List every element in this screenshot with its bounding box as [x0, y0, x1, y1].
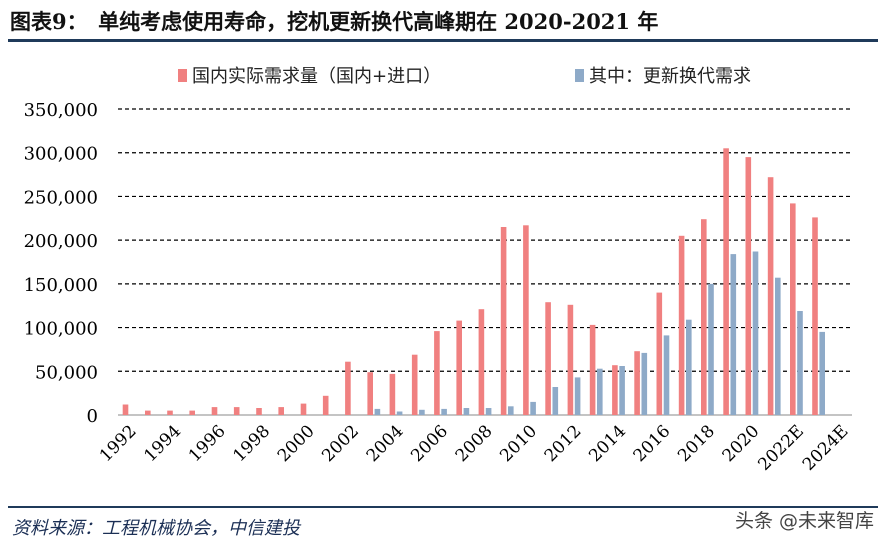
bar-replacement-demand	[819, 331, 825, 415]
grid-lines	[118, 108, 852, 416]
bar-domestic-demand	[523, 225, 529, 415]
y-tick-label: 0	[87, 406, 98, 427]
bar-domestic-demand	[434, 331, 440, 415]
x-tick-label: 1998	[229, 421, 274, 466]
x-tick-label: 2000	[274, 421, 319, 466]
legend-swatch	[178, 69, 187, 82]
bar-replacement-demand	[752, 251, 759, 415]
bar-replacement-demand	[730, 254, 737, 415]
bar-domestic-demand	[233, 407, 240, 415]
bar-domestic-demand	[545, 302, 551, 415]
bar-domestic-demand	[145, 410, 151, 415]
legend-label: 其中：更新换代需求	[589, 66, 751, 87]
bar-domestic-demand	[167, 410, 173, 415]
bar-replacement-demand	[463, 408, 470, 415]
legend: 国内实际需求量（国内+进口） 其中：更新换代需求	[178, 66, 751, 87]
x-tick-label: 2010	[496, 421, 541, 466]
x-tick-label: 2012	[541, 421, 586, 466]
bar-domestic-demand	[322, 395, 329, 415]
bar-replacement-demand	[508, 406, 514, 415]
x-tick-label: 2006	[407, 421, 452, 466]
bar-domestic-demand	[389, 373, 396, 415]
bar-replacement-demand	[797, 311, 803, 415]
bar-domestic-demand	[567, 304, 574, 415]
bar-domestic-demand	[367, 372, 373, 415]
bar-replacement-demand	[641, 352, 648, 415]
bar-domestic-demand	[790, 203, 796, 415]
bar-domestic-demand	[656, 292, 663, 415]
bar-domestic-demand	[589, 324, 596, 415]
x-tick-label: 2014	[585, 421, 630, 466]
bars	[122, 148, 825, 416]
bar-replacement-demand	[574, 377, 581, 415]
bar-domestic-demand	[634, 351, 640, 415]
bar-chart: 0 50,000 100,000 150,000 200,000 250,000 300,0…	[24, 66, 853, 475]
bar-domestic-demand	[701, 219, 707, 415]
bar-domestic-demand	[812, 217, 818, 415]
bar-replacement-demand	[485, 408, 492, 415]
y-axis-labels: 0 50,000 100,000 150,000 200,000 250,000 300,0…	[24, 100, 98, 427]
bar-domestic-demand	[411, 354, 418, 415]
bar-replacement-demand	[663, 335, 670, 415]
y-tick-label: 100,000	[24, 319, 98, 340]
bar-domestic-demand	[478, 309, 485, 415]
y-tick-label: 200,000	[24, 231, 98, 252]
bar-replacement-demand	[441, 408, 447, 415]
bottom-rule	[8, 506, 878, 508]
bar-replacement-demand	[708, 283, 714, 415]
x-tick-label: 2022E	[754, 421, 808, 475]
x-tick-label: 2002	[318, 421, 363, 466]
chart-title: 图表9： 单纯考虑使用寿命，挖机更新换代高峰期在 2020-2021 年	[10, 9, 659, 34]
watermark: 头条 @未来智库	[734, 510, 874, 532]
bar-replacement-demand	[775, 277, 781, 415]
top-rule	[8, 39, 878, 42]
bar-domestic-demand	[211, 407, 218, 415]
bar-domestic-demand	[767, 177, 774, 415]
x-tick-label: 2004	[363, 421, 408, 466]
bar-domestic-demand	[189, 410, 195, 415]
bar-replacement-demand	[597, 368, 603, 415]
bar-domestic-demand	[256, 408, 262, 415]
bar-domestic-demand	[500, 227, 507, 415]
x-tick-label: 1992	[96, 421, 141, 466]
y-tick-label: 150,000	[24, 275, 98, 296]
x-tick-label: 2024E	[799, 421, 853, 475]
bar-domestic-demand	[612, 365, 618, 415]
x-axis-labels: 1992 1994 1996 1998 2000 2002 2004 2006 2008 2010…	[96, 421, 853, 475]
y-tick-label: 250,000	[24, 187, 98, 208]
bar-domestic-demand	[723, 148, 729, 416]
bar-domestic-demand	[278, 407, 284, 415]
bar-replacement-demand	[419, 409, 425, 415]
bar-domestic-demand	[456, 320, 462, 415]
bar-domestic-demand	[745, 157, 752, 415]
bar-domestic-demand	[122, 404, 129, 415]
legend-swatch	[575, 69, 584, 82]
y-tick-label: 350,000	[24, 100, 98, 121]
x-tick-label: 1996	[185, 421, 230, 466]
bar-replacement-demand	[530, 401, 536, 415]
y-tick-label: 50,000	[35, 362, 98, 383]
bar-domestic-demand	[678, 235, 685, 415]
bar-replacement-demand	[374, 408, 381, 415]
bar-domestic-demand	[300, 403, 307, 415]
bar-replacement-demand	[396, 411, 403, 415]
x-tick-label: 2008	[452, 421, 497, 466]
legend-label: 国内实际需求量（国内+进口）	[192, 66, 441, 87]
bar-domestic-demand	[345, 361, 351, 415]
x-tick-label: 1994	[140, 421, 185, 466]
bar-replacement-demand	[686, 319, 692, 415]
x-tick-label: 2016	[630, 421, 675, 466]
bar-replacement-demand	[619, 366, 625, 415]
bar-replacement-demand	[552, 387, 559, 415]
source-note: 资料来源：工程机械协会，中信建投	[12, 518, 300, 539]
y-tick-label: 300,000	[24, 144, 98, 165]
x-tick-label: 2018	[674, 421, 719, 466]
